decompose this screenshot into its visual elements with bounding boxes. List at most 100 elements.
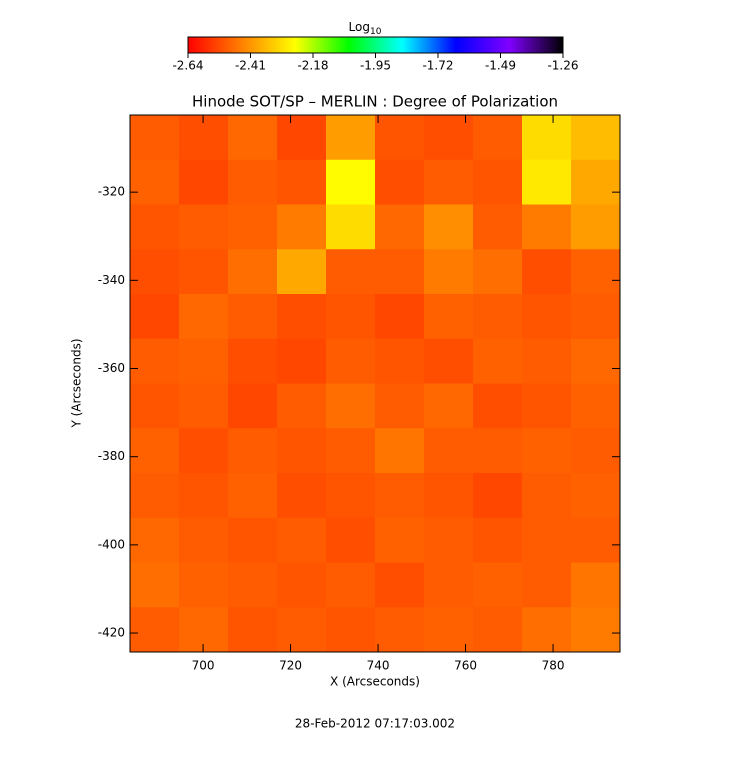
- heatmap-cell: [424, 383, 474, 429]
- x-tick-label: 720: [279, 659, 302, 673]
- heatmap-cell: [179, 517, 229, 563]
- colorbar-title: Log10: [349, 20, 382, 37]
- heatmap-cell: [424, 562, 474, 608]
- heatmap-cell: [179, 607, 229, 653]
- heatmap-cell: [375, 517, 425, 563]
- heatmap-cell: [228, 383, 278, 429]
- heatmap-cell: [522, 249, 572, 295]
- heatmap-cell: [130, 159, 180, 205]
- heatmap-cell: [522, 294, 572, 340]
- heatmap-cell: [375, 249, 425, 295]
- heatmap-cell: [473, 204, 523, 250]
- heatmap-cell: [326, 338, 376, 384]
- heatmap-cell: [571, 204, 621, 250]
- heatmap-cell: [326, 249, 376, 295]
- heatmap-cell: [228, 204, 278, 250]
- heatmap-cell: [571, 383, 621, 429]
- colorbar-tick-label: -2.64: [172, 59, 203, 73]
- heatmap-cell: [130, 294, 180, 340]
- x-axis-title: X (Arcseconds): [330, 675, 420, 689]
- heatmap-cell: [277, 562, 327, 608]
- heatmap-cell: [424, 517, 474, 563]
- heatmap-cell: [424, 115, 474, 161]
- heatmap-cell: [473, 607, 523, 653]
- heatmap-cell: [375, 428, 425, 474]
- heatmap-cell: [424, 473, 474, 519]
- heatmap-cell: [473, 383, 523, 429]
- heatmap-cell: [277, 294, 327, 340]
- colorbar-title-subscript: 10: [370, 27, 382, 37]
- heatmap-cell: [473, 428, 523, 474]
- heatmap-cell: [375, 338, 425, 384]
- heatmap-cell: [571, 338, 621, 384]
- heatmap-cell: [522, 204, 572, 250]
- heatmap-cell: [277, 428, 327, 474]
- heatmap-cell: [179, 562, 229, 608]
- heatmap-cell: [277, 159, 327, 205]
- heatmap-cell: [424, 249, 474, 295]
- heatmap-cell: [228, 115, 278, 161]
- chart-title: Hinode SOT/SP – MERLIN : Degree of Polar…: [192, 93, 558, 111]
- colorbar-tick-label: -2.18: [297, 59, 328, 73]
- heatmap-cell: [424, 338, 474, 384]
- heatmap-cell: [571, 607, 621, 653]
- heatmap-cell: [473, 115, 523, 161]
- heatmap-cell: [277, 249, 327, 295]
- heatmap-cell: [522, 338, 572, 384]
- heatmap-cell: [571, 562, 621, 608]
- heatmap-cell: [326, 473, 376, 519]
- heatmap-cell: [277, 338, 327, 384]
- heatmap-cell: [375, 473, 425, 519]
- heatmap-cell: [130, 562, 180, 608]
- colorbar-tick-label: -1.95: [360, 59, 391, 73]
- y-tick-label: -360: [98, 361, 125, 375]
- heatmap-cell: [179, 338, 229, 384]
- x-tick-label: 700: [192, 659, 215, 673]
- heatmap-cell: [571, 473, 621, 519]
- heatmap-cell: [473, 159, 523, 205]
- heatmap-cell: [228, 338, 278, 384]
- colorbar-tick-label: -1.49: [485, 59, 516, 73]
- heatmap-cell: [228, 428, 278, 474]
- heatmap-cell: [522, 159, 572, 205]
- heatmap-cell: [130, 338, 180, 384]
- heatmap-cell: [326, 562, 376, 608]
- heatmap-cell: [375, 562, 425, 608]
- heatmap-cell: [571, 115, 621, 161]
- heatmap-cell: [179, 115, 229, 161]
- heatmap-cell: [326, 383, 376, 429]
- heatmap-cell: [179, 159, 229, 205]
- footer-date: 28-Feb-2012 07:17:03.002: [295, 717, 455, 731]
- colorbar-title-text: Log: [349, 20, 370, 34]
- heatmap-cell: [522, 607, 572, 653]
- heatmap-cell: [473, 338, 523, 384]
- heatmap-cell: [228, 517, 278, 563]
- heatmap-cell: [326, 159, 376, 205]
- colorbar-tick-label: -1.26: [547, 59, 578, 73]
- heatmap-cell: [473, 517, 523, 563]
- heatmap-cell: [326, 517, 376, 563]
- heatmap-cell: [277, 204, 327, 250]
- heatmap-cell: [130, 249, 180, 295]
- heatmap-cell: [228, 607, 278, 653]
- heatmap-cell: [571, 159, 621, 205]
- y-tick-label: -340: [98, 273, 125, 287]
- heatmap-cell: [522, 428, 572, 474]
- heatmap-cell: [228, 473, 278, 519]
- heatmap-cell: [326, 428, 376, 474]
- heatmap-cell: [522, 562, 572, 608]
- heatmap-cell: [424, 294, 474, 340]
- heatmap-cell: [130, 473, 180, 519]
- heatmap-cell: [326, 204, 376, 250]
- heatmap-cell: [424, 428, 474, 474]
- heatmap-cell: [326, 607, 376, 653]
- y-tick-label: -420: [98, 626, 125, 640]
- heatmap-cell: [571, 428, 621, 474]
- heatmap-cell: [424, 204, 474, 250]
- heatmap-cell: [571, 249, 621, 295]
- heatmap-cell: [522, 383, 572, 429]
- heatmap-cell: [179, 428, 229, 474]
- colorbar: [187, 36, 564, 54]
- heatmap-cell: [326, 115, 376, 161]
